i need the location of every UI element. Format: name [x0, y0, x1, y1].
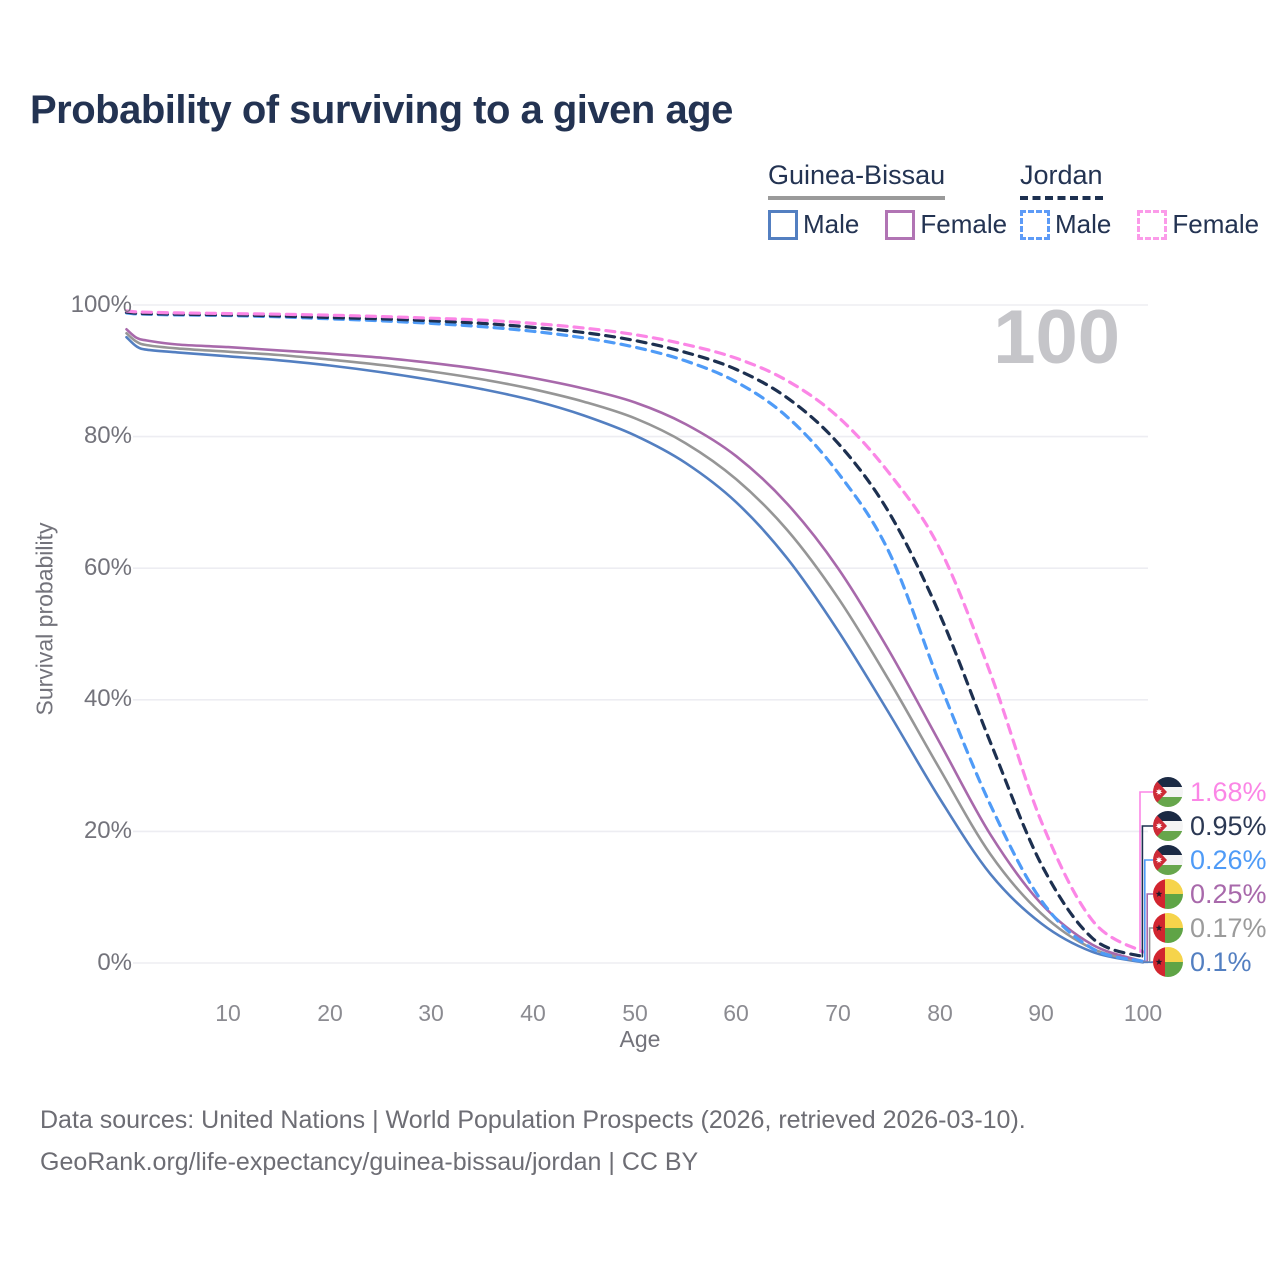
legend-item-label[interactable]: Male — [1055, 209, 1112, 239]
x-tick-label: 90 — [1028, 1000, 1054, 1026]
x-tick-label: 20 — [317, 1000, 343, 1026]
end-label-jordan-male: 0.26% — [1153, 843, 1267, 877]
end-value: 0.17% — [1190, 912, 1267, 943]
end-value: 0.1% — [1190, 946, 1252, 977]
jordan-flag-icon — [1153, 777, 1183, 807]
guinea-bissau-flag-icon — [1153, 879, 1183, 909]
legend-row: Male Female — [768, 209, 1007, 240]
end-value: 0.26% — [1190, 844, 1267, 875]
x-tick-label: 50 — [622, 1000, 648, 1026]
end-label-connector — [1139, 791, 1153, 953]
y-tick-label: 0% — [97, 949, 132, 976]
legend-item-guinea-bissau-female[interactable]: Female — [885, 209, 1007, 240]
footer-attribution: GeoRank.org/life-expectancy/guinea-bissa… — [40, 1148, 699, 1176]
y-tick-label: 80% — [83, 422, 132, 449]
end-value: 1.68% — [1190, 776, 1267, 807]
legend-swatch-dashed-male-icon[interactable] — [1020, 209, 1050, 240]
end-label-connector — [1141, 825, 1153, 958]
guinea-bissau-flag-icon — [1153, 913, 1183, 943]
footer-data-sources: Data sources: United Nations | World Pop… — [40, 1106, 1026, 1134]
x-tick-label: 70 — [825, 1000, 851, 1026]
legend-swatch-solid-male-icon[interactable] — [768, 209, 798, 240]
legend-item-label[interactable]: Female — [1172, 209, 1260, 239]
legend-item-guinea-bissau-male[interactable]: Male — [768, 209, 859, 240]
end-value: 0.25% — [1190, 878, 1267, 909]
legend-country-jordan: Jordan — [1020, 160, 1103, 200]
legend-item-jordan-male[interactable]: Male — [1020, 209, 1111, 240]
end-label-guinea-bissau-female: 0.25% — [1153, 877, 1267, 911]
legend-item-jordan-female[interactable]: Female — [1137, 209, 1259, 240]
series-line-guinea-bissau-both-sexes — [125, 332, 1145, 964]
legend-item-label[interactable]: Female — [920, 209, 1008, 239]
end-label-guinea-bissau-both: 0.17% — [1153, 911, 1267, 945]
legend-swatch-solid-female-icon[interactable] — [885, 209, 916, 240]
y-tick-label: 100% — [70, 291, 132, 318]
y-tick-label: 20% — [83, 817, 132, 844]
x-tick-label: 40 — [520, 1000, 546, 1026]
series-line-guinea-bissau-female — [125, 328, 1145, 963]
legend-group-jordan: Jordan Male Female — [1020, 160, 1259, 240]
age-counter-watermark: 100 — [993, 295, 1120, 380]
jordan-flag-icon — [1153, 811, 1183, 841]
series-line-jordan-female — [124, 309, 1145, 954]
series-line-guinea-bissau-male — [125, 335, 1145, 964]
x-tick-label: 10 — [215, 1000, 241, 1026]
series-line-jordan-both-sexes — [124, 310, 1145, 959]
legend-country-guinea-bissau: Guinea-Bissau — [768, 160, 946, 200]
y-tick-label: 60% — [83, 554, 132, 581]
legend-row: Male Female — [1020, 209, 1259, 240]
chart-title: Probability of surviving to a given age — [30, 88, 733, 132]
legend-swatch-dashed-female-icon[interactable] — [1137, 209, 1168, 240]
jordan-flag-icon — [1153, 845, 1183, 875]
y-tick-label: 40% — [83, 685, 132, 712]
end-label-jordan-female: 1.68% — [1153, 775, 1267, 809]
x-tick-label: 30 — [418, 1000, 444, 1026]
end-label-guinea-bissau-male: 0.1% — [1153, 945, 1252, 979]
x-tick-label: 60 — [723, 1000, 749, 1026]
guinea-bissau-flag-icon — [1153, 947, 1183, 977]
end-label-jordan-both: 0.95% — [1153, 809, 1267, 843]
legend-item-label[interactable]: Male — [803, 209, 860, 239]
series-line-jordan-male — [124, 311, 1145, 963]
legend-group-guinea-bissau: Guinea-Bissau Male Female — [768, 160, 1007, 240]
x-tick-label: 80 — [927, 1000, 953, 1026]
x-tick-label: 100 — [1123, 1000, 1163, 1026]
end-value: 0.95% — [1190, 810, 1267, 841]
x-axis-title: Age — [619, 1026, 661, 1052]
